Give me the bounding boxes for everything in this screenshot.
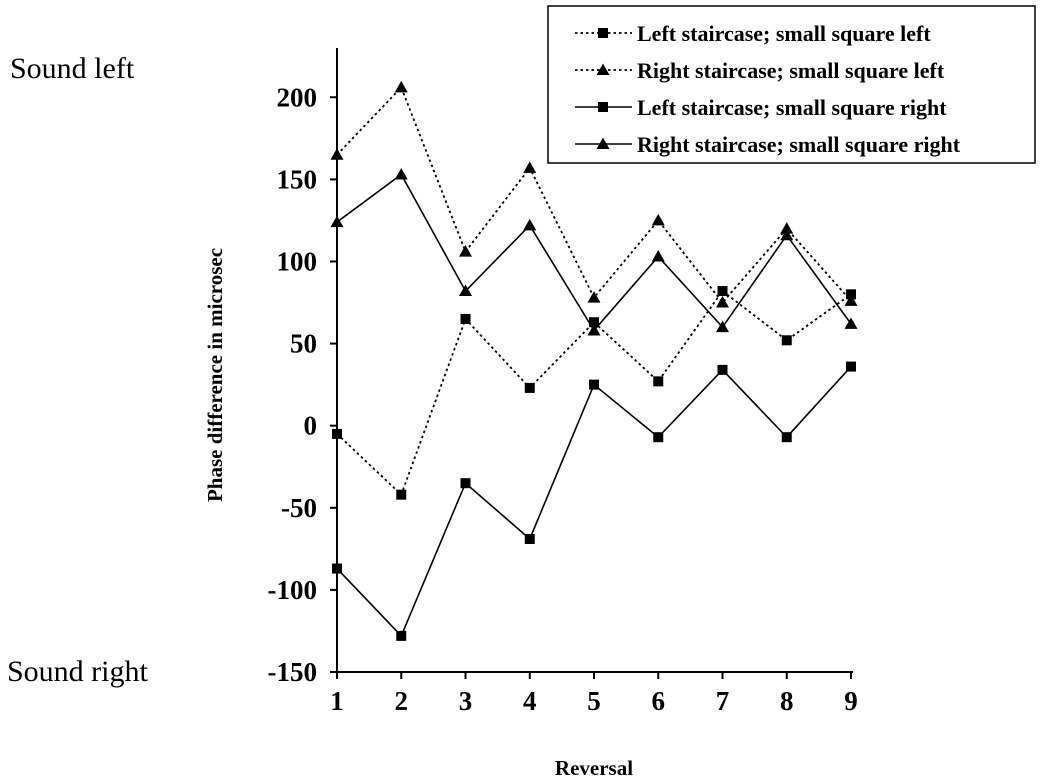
series-3-line: [336, 366, 852, 638]
series-4: [330, 167, 858, 336]
y-tick-label: -100: [268, 575, 318, 605]
series-1: [332, 286, 856, 500]
series-3-point: [781, 432, 792, 443]
series-3-point: [653, 432, 664, 443]
legend-label: Right staircase; small square left: [637, 58, 945, 83]
series-1-point: [717, 286, 728, 297]
series-2-point: [651, 213, 665, 226]
series-1-point: [781, 335, 792, 346]
y-tick-label: 150: [277, 164, 318, 194]
series-4-line: [336, 173, 852, 332]
legend-label: Left staircase; small square left: [637, 21, 931, 46]
series-1-point: [396, 489, 407, 500]
legend-label: Left staircase; small square right: [637, 95, 947, 120]
x-tick-label: 1: [330, 686, 344, 716]
legend-swatch-marker: [598, 102, 608, 112]
y-tick-label: 200: [277, 82, 318, 112]
series-2-point: [523, 161, 537, 173]
series-2-point: [844, 294, 858, 306]
legend-swatch-marker: [598, 28, 608, 38]
series-2: [330, 80, 858, 308]
legend-swatch-marker: [596, 63, 610, 75]
x-tick-label: 4: [523, 686, 537, 716]
series-4-point: [394, 167, 408, 180]
series-2-point: [716, 296, 729, 308]
series-4-point: [844, 317, 858, 329]
x-tick-label: 7: [716, 686, 730, 716]
y-tick-label: -50: [281, 493, 317, 523]
series-4-point: [330, 215, 344, 228]
series-1-point: [332, 428, 342, 439]
series-1-point: [460, 313, 471, 324]
series-2-point: [587, 291, 601, 303]
series-3-point: [460, 478, 471, 489]
series-2-point: [459, 245, 472, 257]
series-1-point: [653, 376, 664, 387]
x-tick-label: 3: [459, 686, 473, 716]
x-tick-label: 6: [652, 686, 666, 716]
series-4-point: [780, 228, 794, 241]
series-1-point: [524, 382, 535, 393]
series-3-point: [717, 364, 728, 375]
series-1-line: [336, 289, 852, 497]
x-tick-label: 2: [395, 686, 409, 716]
sound-left-annotation: Sound left: [10, 52, 135, 85]
series-2-point: [780, 222, 794, 234]
axes: -150 -100 -50 0 50 100 150 200 1 2 3 4 5 6 7 8 9: [268, 48, 858, 716]
series-1-point: [589, 317, 599, 328]
y-tick-label: 0: [304, 411, 318, 441]
series-4-point: [587, 323, 601, 336]
x-tick-label: 8: [780, 686, 794, 716]
series-4-point: [651, 250, 665, 262]
series-3: [332, 361, 856, 641]
series-4-point: [523, 218, 537, 231]
series-1-point: [846, 289, 856, 300]
legend-label: Right staircase; small square right: [637, 132, 961, 157]
x-tick-label: 5: [587, 686, 601, 716]
x-axis-label: Reversal: [555, 756, 633, 780]
y-tick-label: -150: [268, 657, 318, 687]
series-3-point: [524, 533, 535, 544]
series-3-point: [332, 563, 342, 574]
legend-swatch-marker: [596, 137, 610, 149]
legend-box: [547, 5, 1036, 164]
legend: Left staircase; small square left Right s…: [547, 5, 1036, 164]
x-tick-label: 9: [844, 686, 858, 716]
series-3-point: [589, 379, 599, 390]
series-3-point: [396, 630, 407, 641]
series-4-point: [716, 320, 729, 333]
series-3-point: [846, 361, 856, 372]
series-4-point: [459, 284, 472, 297]
series-group: [330, 80, 858, 641]
y-tick-label: 100: [277, 246, 318, 276]
sound-right-annotation: Sound right: [7, 655, 148, 688]
series-2-point: [330, 148, 344, 160]
series-2-point: [394, 80, 408, 93]
y-tick-label: 50: [290, 329, 317, 359]
y-axis-label: Phase difference in microsec: [203, 248, 227, 502]
